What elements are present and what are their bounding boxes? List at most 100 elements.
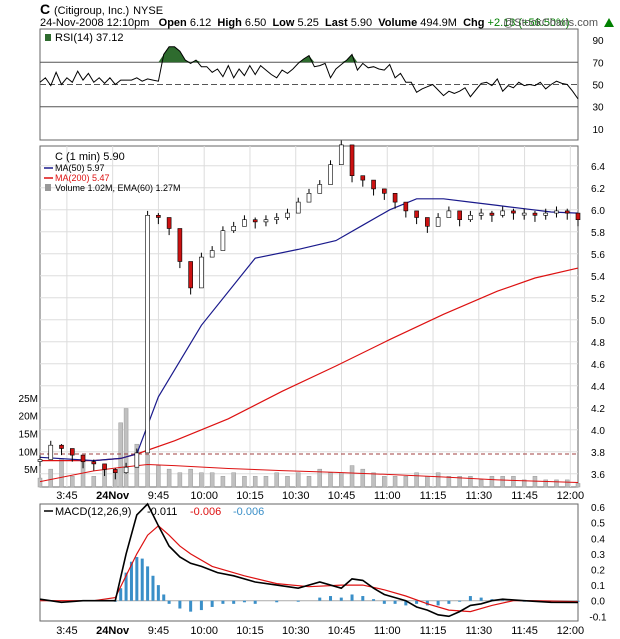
volume-bar: [543, 479, 548, 488]
price-x-label: 12:00: [557, 490, 585, 502]
macd-tick-label: -0.1: [589, 612, 607, 623]
price-x-label: 11:00: [374, 490, 401, 502]
open-label: Open: [158, 17, 187, 29]
price-candle: [338, 144, 344, 165]
price-candle: [575, 212, 581, 221]
macd-tick-label: 0.2: [591, 566, 605, 577]
price-candle: [392, 193, 398, 203]
volume-bar: [403, 476, 409, 488]
ma50-legend-text: MA(50) 5.97: [55, 163, 105, 173]
price-candle: [209, 250, 215, 258]
rsi-overbought-fill: [40, 46, 578, 63]
ma200-legend-text: MA(200) 5.47: [55, 173, 110, 183]
volume-bar: [339, 472, 344, 488]
price-candle: [360, 175, 366, 181]
volume-bar: [500, 476, 505, 488]
volume-tick-label: 5M: [24, 465, 38, 476]
macd-x-label: 24Nov: [96, 625, 130, 637]
volume-bar: [252, 476, 258, 488]
price-candle: [134, 452, 140, 468]
price-tick-label: 4.6: [591, 360, 605, 371]
rsi-tick-label: 50: [592, 81, 604, 92]
last-label: Last: [325, 17, 348, 29]
price-candle: [425, 217, 430, 227]
macd-tick-label: 0.5: [591, 519, 605, 530]
macd-hist-bar: [361, 596, 365, 601]
volume-bar: [435, 472, 441, 488]
volume-legend-swatch: [45, 184, 51, 191]
macd-panel: [39, 503, 579, 622]
macd-x-label: 3:45: [56, 625, 77, 637]
rsi-legend-swatch: [45, 34, 51, 41]
volume-bar: [199, 472, 204, 488]
volume-bar: [414, 472, 419, 488]
price-tick-label: 4.4: [591, 382, 605, 393]
rsi-legend: RSI(14) 37.12: [45, 32, 123, 44]
macd-hist-bar: [189, 600, 193, 612]
price-candle: [435, 217, 441, 227]
price-candle: [242, 219, 247, 227]
price-candle: [532, 212, 538, 216]
macd-x-label: 11:00: [374, 625, 401, 637]
exchange: NYSE: [133, 5, 164, 17]
chg-label: Chg: [463, 17, 485, 29]
macd-x-label: 10:00: [190, 625, 218, 637]
rsi-tick-label: 70: [592, 58, 604, 69]
volume-bar: [48, 468, 54, 488]
macd-hist-bar: [146, 566, 150, 601]
price-candle: [37, 459, 43, 462]
macd-hist-bar: [350, 594, 354, 601]
volume-bar: [220, 476, 226, 488]
volume-ema-line: [39, 463, 579, 483]
volume-bar: [285, 476, 290, 488]
price-x-label: 11:30: [465, 490, 492, 502]
macd-legend: MACD(12,26,9) -0.011 -0.006 -0.006: [44, 506, 264, 518]
macd-hist-bar: [458, 600, 462, 602]
price-x-label: 10:15: [236, 490, 264, 502]
macd-hist-bar: [135, 557, 139, 601]
macd-signal-line: [40, 525, 579, 613]
volume-bar: [468, 476, 473, 488]
macd-x-label: 10:45: [328, 625, 356, 637]
price-tick-label: 5.6: [591, 250, 605, 261]
price-tick-label: 4.8: [591, 338, 605, 349]
macd-tick-label: 0.3: [591, 550, 605, 561]
price-candle: [113, 469, 118, 473]
volume-tick-label: 25M: [19, 394, 38, 405]
price-candle: [91, 461, 97, 465]
price-candle: [468, 215, 473, 221]
volume-bar: [521, 479, 527, 488]
volume-bar: [91, 476, 97, 488]
price-tick-label: 4.0: [591, 426, 605, 437]
price-candle: [188, 261, 193, 289]
volume-bar: [371, 472, 376, 488]
price-candle: [403, 201, 409, 212]
volume-bar: [554, 479, 559, 488]
price-candle: [166, 217, 172, 229]
price-candle: [478, 212, 484, 216]
volume-bar: [118, 422, 123, 488]
price-candle: [446, 210, 452, 218]
macd-x-label: 12:00: [557, 625, 585, 637]
macd-hist-bar: [339, 597, 343, 601]
copyright: @StockCharts.com: [503, 17, 598, 29]
volume-bar: [328, 472, 333, 488]
price-candle: [263, 219, 269, 223]
macd-x-label: 9:45: [148, 625, 169, 637]
volume-bar: [306, 476, 312, 488]
volume-bar: [446, 476, 452, 488]
company-name: (Citigroup, Inc.): [54, 5, 130, 17]
macd-x-label: 11:30: [465, 625, 492, 637]
price-tick-label: 5.4: [591, 272, 605, 283]
macd-hist-bar: [425, 600, 429, 606]
volume-bar: [295, 472, 301, 488]
volume-bar: [166, 468, 172, 488]
volume-value: 494.9M: [420, 17, 457, 29]
high-label: High: [217, 17, 242, 29]
macd-hist-bar: [372, 599, 376, 601]
ma50-line: [39, 198, 579, 462]
price-tick-label: 5.2: [591, 294, 605, 305]
macd-hist-bar: [151, 575, 155, 601]
price-candle: [59, 444, 64, 449]
